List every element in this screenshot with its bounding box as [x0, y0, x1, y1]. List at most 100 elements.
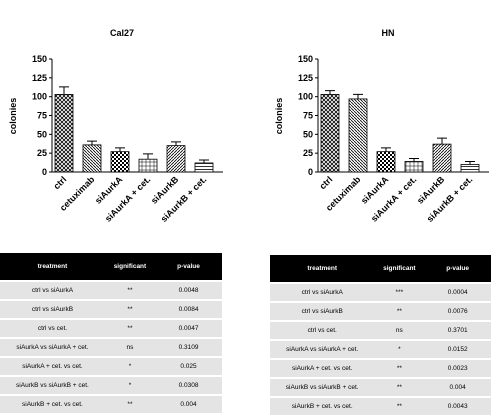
row: ctrl vs siAurkA *** 0.0004 [270, 282, 491, 302]
cell: ctrl vs cet. [0, 318, 105, 338]
header-cell: treatment [270, 255, 375, 283]
row: siAurkB vs siAurkB + cet. * 0.0308 [0, 375, 222, 395]
row: ctrl vs siAurkA ** 0.0048 [0, 280, 222, 300]
y-tick-label: 125 [32, 73, 47, 83]
y-tick-label: 0 [42, 167, 47, 177]
bar [194, 162, 214, 173]
y-tick-label: 50 [37, 129, 47, 139]
cell: ctrl vs siAurkA [0, 280, 105, 300]
cell: 0.0043 [424, 396, 491, 415]
bar [166, 145, 186, 173]
bar [404, 161, 424, 173]
cell: siAurkA vs siAurkA + cet. [270, 339, 375, 359]
charts: Cal27colonies0255075100125150ctrlcetuxim… [8, 28, 489, 224]
y-tick-label: 100 [298, 92, 313, 102]
cell: 0.004 [155, 394, 222, 413]
bar [320, 94, 340, 173]
cell: ctrl vs siAurkB [270, 301, 375, 321]
error-bar [59, 86, 69, 95]
cell: * [374, 339, 425, 359]
row: siAurkA + cet. vs cet. ** 0.0023 [270, 358, 491, 378]
header-row: treatment significant p-value [0, 253, 222, 281]
bar [110, 151, 130, 173]
cell: 0.0048 [155, 280, 222, 300]
cell: ** [374, 358, 425, 378]
cell: 0.0047 [155, 318, 222, 338]
error-bar [115, 147, 125, 152]
chart-title: HN [382, 28, 395, 38]
row: siAurkB vs siAurkB + cet. ** 0.004 [270, 377, 491, 397]
cell: siAurkB + cet. vs cet. [0, 394, 105, 413]
row: siAurkA + cet. vs cet. * 0.025 [0, 356, 222, 376]
cell: 0.0084 [155, 299, 222, 319]
cell: ctrl vs siAurkB [0, 299, 105, 319]
bar [460, 164, 480, 173]
cell: ** [104, 299, 156, 319]
error-bar [409, 157, 419, 162]
cell: * [104, 356, 156, 376]
error-bar [143, 153, 153, 160]
cell: siAurkB + cet. vs cet. [270, 396, 375, 415]
bar [82, 144, 102, 173]
y-tick-label: 150 [32, 54, 47, 64]
x-tick-label: ctrl [317, 174, 334, 191]
cell: 0.004 [424, 377, 491, 397]
y-axis-label: colonies [274, 98, 284, 135]
cell: siAurkB vs siAurkB + cet. [270, 377, 375, 397]
bar [138, 158, 158, 173]
cell: siAurkA vs siAurkA + cet. [0, 337, 105, 357]
error-bar [171, 141, 181, 146]
y-tick-label: 75 [37, 111, 47, 121]
cell: ns [104, 337, 156, 357]
row: ctrl vs siAurkB ** 0.0076 [270, 301, 491, 321]
cell: 0.0308 [155, 375, 222, 395]
header-cell: p-value [424, 255, 491, 283]
y-tick-label: 125 [298, 73, 313, 83]
y-tick-label: 150 [298, 54, 313, 64]
bar [348, 98, 368, 173]
row: siAurkB + cet. vs cet. ** 0.004 [0, 394, 222, 413]
cell: *** [374, 282, 425, 302]
row: ctrl vs siAurkB ** 0.0084 [0, 299, 222, 319]
table-left: treatment significant p-value ctrl vs siAur… [0, 253, 222, 413]
cell: ctrl vs siAurkA [270, 282, 375, 302]
y-tick-label: 25 [37, 148, 47, 158]
row: siAurkA vs siAurkA + cet. ns 0.3109 [0, 337, 222, 357]
row: ctrl vs cet. ** 0.0047 [0, 318, 222, 338]
cell: 0.0076 [424, 301, 491, 321]
cell: siAurkA + cet. vs cet. [0, 356, 105, 376]
cell: ** [104, 394, 156, 413]
chart-title: Cal27 [110, 28, 134, 38]
y-tick-label: 25 [303, 148, 313, 158]
cell: 0.0023 [424, 358, 491, 378]
cell: 0.025 [155, 356, 222, 376]
error-bar [325, 90, 335, 95]
y-tick-label: 0 [308, 167, 313, 177]
bar [432, 143, 452, 173]
y-tick-label: 100 [32, 92, 47, 102]
row: ctrl vs cet. ns 0.3701 [270, 320, 491, 340]
cell: 0.0152 [424, 339, 491, 359]
cell: ctrl vs cet. [270, 320, 375, 340]
cell: 0.3701 [424, 320, 491, 340]
x-tick-label: ctrl [51, 174, 68, 191]
header-cell: significant [374, 255, 425, 283]
cell: siAurkA + cet. vs cet. [270, 358, 375, 378]
header-cell: treatment [0, 253, 105, 281]
cell: ** [374, 396, 425, 415]
cell: * [104, 375, 156, 395]
bar [54, 94, 74, 173]
header-cell: significant [104, 253, 156, 281]
y-tick-label: 50 [303, 129, 313, 139]
error-bar [465, 160, 475, 165]
error-bar [199, 159, 209, 163]
cell: ** [104, 280, 156, 300]
cell: ns [374, 320, 425, 340]
bar [376, 151, 396, 173]
row: siAurkB + cet. vs cet. ** 0.0043 [270, 396, 491, 415]
y-axis-label: colonies [8, 98, 18, 135]
row: siAurkA vs siAurkA + cet. * 0.0152 [270, 339, 491, 359]
cell: ** [374, 301, 425, 321]
error-bar [87, 140, 97, 145]
